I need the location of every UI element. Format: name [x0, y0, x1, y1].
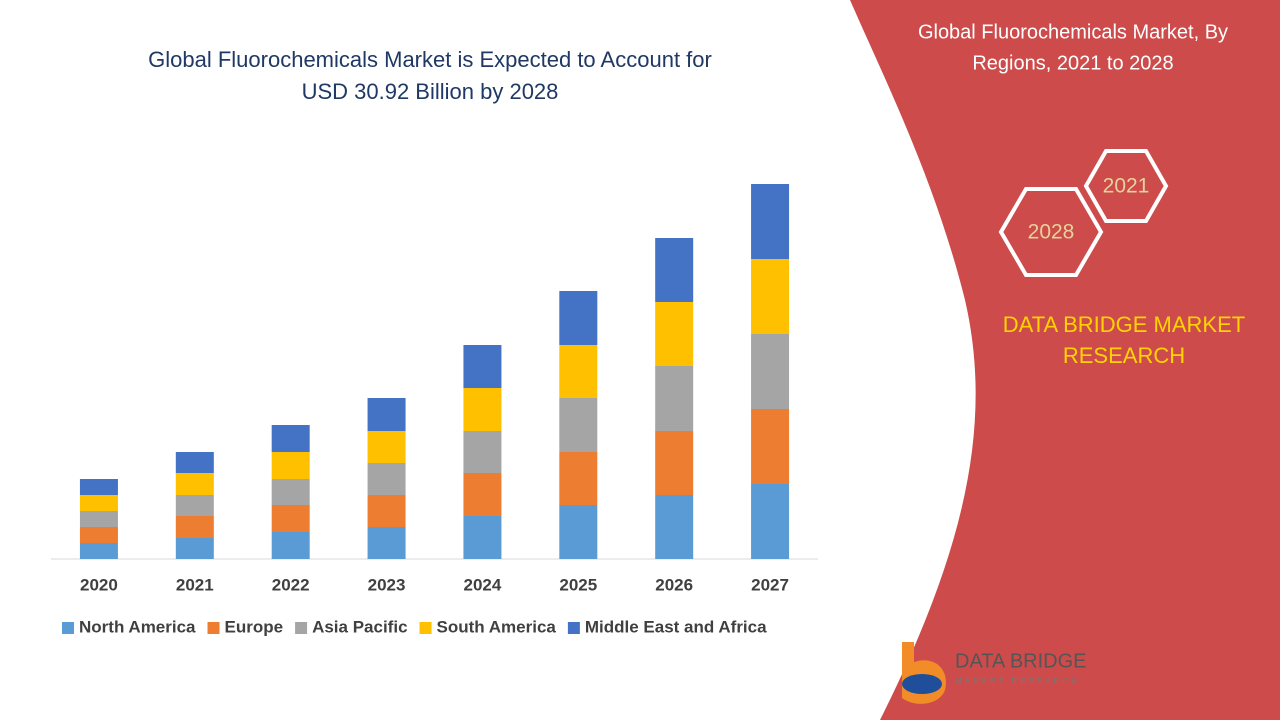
bar-segment: [367, 463, 406, 495]
bar-segment: [559, 505, 598, 559]
bar-segment: [79, 527, 118, 543]
bar-segment: [655, 495, 694, 559]
legend-label: Europe: [225, 617, 284, 636]
chart-title: Global Fluorochemicals Market is Expecte…: [148, 47, 712, 72]
x-tick-label: 2021: [176, 575, 214, 594]
legend-label: South America: [437, 617, 557, 636]
bar-segment: [367, 431, 406, 463]
bar-segment: [175, 538, 214, 559]
bar-segment: [463, 345, 502, 388]
bar-segment: [271, 505, 310, 532]
bar-segment: [271, 425, 310, 452]
legend-swatch: [207, 622, 220, 634]
legend-swatch: [62, 622, 74, 634]
bar-segment: [559, 291, 598, 345]
bar-segment: [655, 302, 694, 366]
bar-segment: [367, 398, 406, 431]
bar-segment: [79, 495, 118, 511]
bar-segment: [79, 511, 118, 527]
hexagon-label: 2021: [1103, 175, 1150, 198]
x-tick-label: 2023: [368, 575, 406, 594]
chart-title: USD 30.92 Billion by 2028: [302, 79, 559, 104]
bar-segment: [175, 516, 214, 538]
x-tick-label: 2026: [655, 575, 693, 594]
bar-segment: [463, 516, 502, 559]
bar-segment: [559, 452, 598, 505]
legend-swatch: [419, 622, 432, 634]
bar-segment: [367, 495, 406, 527]
legend-label: North America: [79, 617, 196, 636]
x-tick-label: 2024: [464, 575, 502, 594]
bar-segment: [751, 484, 790, 559]
x-tick-label: 2020: [80, 575, 118, 594]
bar-segment: [175, 473, 214, 495]
logo-tagline: MARKET RESEARCH: [955, 677, 1080, 686]
bar-segment: [655, 238, 694, 302]
bar-segment: [751, 259, 790, 334]
side-title: Global Fluorochemicals Market, By: [918, 21, 1228, 43]
legend-label: Asia Pacific: [312, 617, 407, 636]
bar-segment: [751, 409, 790, 484]
brand-text: DATA BRIDGE MARKET: [1003, 312, 1245, 337]
bar-segment: [655, 431, 694, 495]
legend-swatch: [295, 622, 308, 634]
x-tick-label: 2022: [272, 575, 310, 594]
bar-segment: [559, 398, 598, 452]
bar-segment: [367, 527, 406, 559]
hexagon-label: 2028: [1028, 221, 1075, 244]
bar-segment: [463, 473, 502, 516]
bar-segment: [271, 479, 310, 505]
bar-segment: [175, 495, 214, 516]
bar-segment: [79, 479, 118, 495]
bar-segment: [175, 452, 214, 473]
side-title: Regions, 2021 to 2028: [972, 52, 1173, 74]
hexagon: [1083, 149, 1169, 223]
legend-label: Middle East and Africa: [585, 617, 767, 636]
x-tick-label: 2027: [751, 575, 789, 594]
bar-segment: [79, 543, 118, 559]
bar-segment: [559, 345, 598, 398]
brand-text: RESEARCH: [1063, 343, 1185, 368]
bar-segment: [463, 431, 502, 473]
side-panel-bg: [850, 0, 1280, 720]
legend-swatch: [567, 622, 580, 634]
logo-mark: [902, 674, 942, 694]
hexagon: [998, 187, 1104, 277]
bar-segment: [271, 532, 310, 559]
bar-segment: [271, 452, 310, 479]
bar-segment: [655, 366, 694, 431]
bar-segment: [751, 184, 790, 259]
x-tick-label: 2025: [559, 575, 597, 594]
bar-segment: [463, 388, 502, 431]
logo-name: DATA BRIDGE: [955, 650, 1087, 672]
bar-segment: [751, 334, 790, 409]
logo: DATA BRIDGE MARKET RESEARCH: [902, 642, 1087, 704]
